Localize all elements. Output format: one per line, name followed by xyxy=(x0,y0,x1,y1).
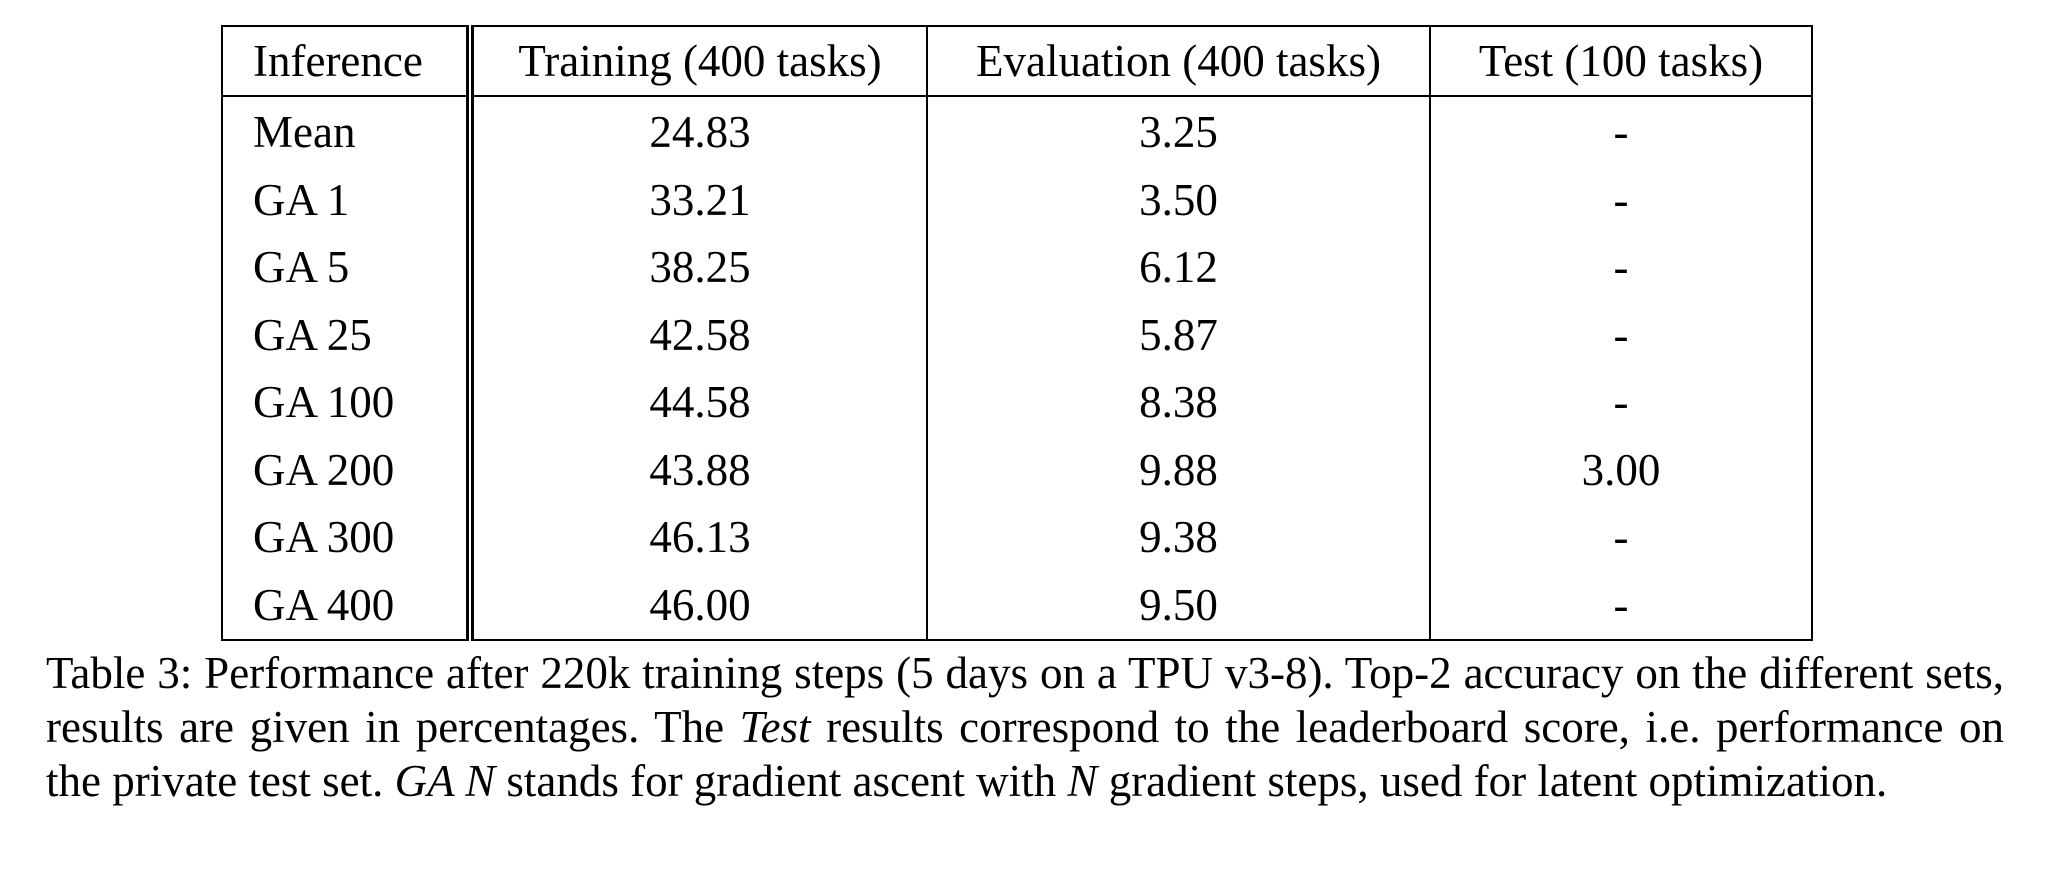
cell-evaluation: 9.50 xyxy=(926,571,1431,641)
caption-text: stands for gradient ascent with xyxy=(495,756,1068,806)
cell-evaluation: 5.87 xyxy=(926,301,1431,369)
table-row: GA 200 43.88 9.88 3.00 xyxy=(221,436,1813,504)
cell-training: 46.13 xyxy=(469,504,928,572)
table-header-row: Inference Training (400 tasks) Evaluatio… xyxy=(221,25,1813,97)
cell-test: - xyxy=(1429,301,1813,369)
table-caption: Table 3: Performance after 220k training… xyxy=(46,646,2004,808)
cell-inference: Mean xyxy=(221,96,474,167)
cell-evaluation: 9.38 xyxy=(926,504,1431,572)
caption-italic-ga-n: GA N xyxy=(394,756,496,806)
results-table: Inference Training (400 tasks) Evaluatio… xyxy=(221,25,1813,641)
header-training: Training (400 tasks) xyxy=(469,25,928,97)
cell-inference: GA 400 xyxy=(221,571,474,641)
cell-evaluation: 8.38 xyxy=(926,369,1431,437)
cell-evaluation: 3.25 xyxy=(926,96,1431,167)
cell-evaluation: 3.50 xyxy=(926,166,1431,234)
cell-inference: GA 200 xyxy=(221,436,474,504)
cell-test: - xyxy=(1429,96,1813,167)
cell-test: 3.00 xyxy=(1429,436,1813,504)
cell-training: 24.83 xyxy=(469,96,928,167)
cell-inference: GA 100 xyxy=(221,369,474,437)
caption-italic-n: N xyxy=(1067,756,1098,806)
cell-test: - xyxy=(1429,234,1813,302)
caption-text: gradient steps, used for latent optimiza… xyxy=(1097,756,1888,806)
cell-training: 44.58 xyxy=(469,369,928,437)
cell-evaluation: 9.88 xyxy=(926,436,1431,504)
header-test: Test (100 tasks) xyxy=(1429,25,1813,97)
table-row: GA 1 33.21 3.50 - xyxy=(221,166,1813,234)
cell-inference: GA 300 xyxy=(221,504,474,572)
cell-training: 43.88 xyxy=(469,436,928,504)
header-inference: Inference xyxy=(221,25,474,97)
table-row: GA 100 44.58 8.38 - xyxy=(221,369,1813,437)
cell-test: - xyxy=(1429,571,1813,641)
cell-training: 38.25 xyxy=(469,234,928,302)
cell-training: 33.21 xyxy=(469,166,928,234)
cell-inference: GA 25 xyxy=(221,301,474,369)
cell-training: 46.00 xyxy=(469,571,928,641)
cell-training: 42.58 xyxy=(469,301,928,369)
caption-italic-test: Test xyxy=(739,702,811,752)
cell-test: - xyxy=(1429,166,1813,234)
cell-evaluation: 6.12 xyxy=(926,234,1431,302)
header-evaluation: Evaluation (400 tasks) xyxy=(926,25,1431,97)
cell-test: - xyxy=(1429,504,1813,572)
cell-inference: GA 1 xyxy=(221,166,474,234)
caption-text: results correspond to the leaderboard sc… xyxy=(46,702,2004,806)
table-row: Mean 24.83 3.25 - xyxy=(221,96,1813,167)
table-row: GA 5 38.25 6.12 - xyxy=(221,234,1813,302)
caption-text: Table 3: Performance after 220k training… xyxy=(46,648,2004,752)
table-row: GA 400 46.00 9.50 - xyxy=(221,571,1813,641)
cell-inference: GA 5 xyxy=(221,234,474,302)
cell-test: - xyxy=(1429,369,1813,437)
table-row: GA 300 46.13 9.38 - xyxy=(221,504,1813,572)
table-row: GA 25 42.58 5.87 - xyxy=(221,301,1813,369)
